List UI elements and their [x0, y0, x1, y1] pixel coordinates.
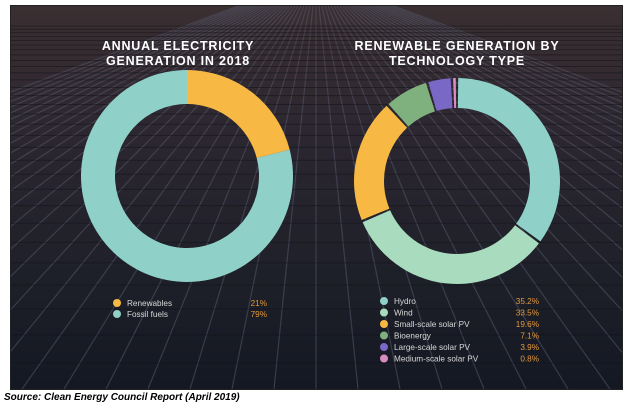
- panel-row-line: [357, 6, 622, 192]
- panel-row-line: [11, 6, 275, 192]
- legend-label-bioenergy: Bioenergy: [394, 332, 432, 341]
- panel-row-line: [369, 6, 622, 145]
- slice-renewables: [187, 70, 290, 159]
- panel-row-line: [387, 6, 622, 103]
- legend-swatch-wind: [380, 308, 388, 317]
- panel-row-line: [105, 6, 302, 389]
- chart1-title-line1: ANNUAL ELECTRICITY: [102, 39, 254, 53]
- charts-canvas: ANNUAL ELECTRICITY GENERATION IN 2018 Re…: [81, 39, 560, 364]
- legend-value-wind: 33.5%: [516, 309, 539, 318]
- panel-row-line: [336, 6, 611, 389]
- legend-label-fossil-fuels: Fossil fuels: [127, 310, 168, 319]
- figure: ANNUAL ELECTRICITY GENERATION IN 2018 Re…: [10, 5, 623, 390]
- legend-label-medium-scale-solar-pv: Medium-scale solar PV: [394, 355, 479, 364]
- panel-row-line: [11, 6, 278, 208]
- chart2-title-line1: RENEWABLE GENERATION BY: [355, 39, 560, 53]
- panel-row-line: [11, 6, 281, 227]
- panel-row-line: [21, 6, 296, 389]
- panel-row-line: [11, 6, 266, 154]
- renewable-technology-chart: RENEWABLE GENERATION BY TECHNOLOGY TYPE …: [354, 39, 560, 364]
- panel-row-line: [348, 6, 622, 251]
- panel-row-line: [11, 6, 293, 352]
- panel-row-line: [11, 6, 248, 108]
- panel-row-line: [189, 6, 308, 389]
- legend-swatch-hydro: [380, 297, 388, 305]
- legend-swatch-bioenergy: [380, 331, 388, 340]
- panel-row-line: [11, 6, 254, 120]
- panel-row-line: [360, 6, 622, 178]
- chart2-title-line2: TECHNOLOGY TYPE: [389, 54, 525, 68]
- panel-row-line: [11, 6, 257, 127]
- panel-row-line: [11, 6, 272, 177]
- legend-value-small-scale-solar-pv: 19.6%: [516, 320, 539, 329]
- legend-value-fossil-fuels: 79%: [251, 310, 267, 319]
- solar-farm-background: [11, 6, 622, 389]
- legend-label-wind: Wind: [394, 309, 413, 318]
- panel-row-line: [390, 6, 622, 98]
- panel-row-line: [378, 6, 622, 121]
- slice-fossil-fuels: [81, 70, 294, 282]
- panel-row-line: [372, 6, 622, 136]
- panel-row-line: [375, 6, 622, 128]
- legend-label-small-scale-solar-pv: Small-scale solar PV: [394, 320, 470, 329]
- legend-value-large-scale-solar-pv: 3.9%: [520, 343, 539, 352]
- slice-wind: [362, 210, 539, 285]
- panel-row-line: [351, 6, 622, 228]
- legend-swatch-small-scale-solar-pv: [380, 320, 388, 328]
- panel-row-line: [363, 6, 622, 166]
- panel-row-line: [339, 6, 622, 354]
- chart2-legend: Hydro 35.2% Wind 33.5% Small-scale solar PV 1…: [380, 297, 539, 364]
- panel-row-line: [11, 6, 251, 114]
- panel-row-line: [11, 6, 242, 97]
- panel-row-line: [318, 6, 359, 389]
- legend-label-hydro: Hydro: [394, 297, 416, 306]
- chart2-donut: [354, 78, 560, 285]
- panel-row-line: [11, 6, 239, 93]
- panel-row-line: [11, 6, 284, 250]
- panel-row-line: [11, 6, 269, 165]
- electricity-generation-chart: ANNUAL ELECTRICITY GENERATION IN 2018 Re…: [81, 39, 294, 319]
- legend-swatch-medium-scale-solar-pv: [380, 354, 388, 363]
- chart1-donut: [81, 70, 294, 282]
- chart1-title-line2: GENERATION IN 2018: [106, 54, 250, 68]
- panel-row-line: [147, 6, 305, 389]
- chart1-legend: Renewables 21% Fossil fuels 79%: [113, 299, 267, 319]
- panel-row-line: [327, 6, 485, 389]
- slice-hydro: [457, 78, 560, 242]
- panel-row-line: [11, 6, 260, 135]
- panel-row-line: [63, 6, 299, 389]
- legend-swatch-large-scale-solar-pv: [380, 343, 388, 351]
- slice-small-scale-solar-pv: [354, 105, 408, 220]
- legend-value-hydro: 35.2%: [516, 297, 539, 306]
- legend-label-large-scale-solar-pv: Large-scale solar PV: [394, 343, 471, 352]
- panel-row-line: [354, 6, 622, 209]
- legend-swatch-renewables: [113, 299, 121, 307]
- panel-row-line: [393, 6, 622, 93]
- legend-value-renewables: 21%: [251, 299, 267, 308]
- source-caption: Source: Clean Energy Council Report (Apr…: [4, 392, 240, 403]
- slice-bioenergy: [388, 82, 435, 127]
- legend-value-medium-scale-solar-pv: 0.8%: [520, 355, 539, 364]
- panel-row-line: [333, 6, 569, 389]
- slice-large-scale-solar-pv: [428, 78, 453, 111]
- panel-row-line: [273, 6, 314, 389]
- panel-row-line: [11, 6, 245, 102]
- legend-swatch-fossil-fuels: [113, 310, 121, 318]
- panel-row-line: [330, 6, 527, 389]
- panel-row-line: [11, 6, 263, 144]
- legend-label-renewables: Renewables: [127, 299, 172, 308]
- panel-row-line: [384, 6, 622, 108]
- legend-value-bioenergy: 7.1%: [520, 332, 539, 341]
- panel-row-line: [381, 6, 622, 114]
- slice-medium-scale-solar-pv: [453, 78, 457, 109]
- panel-row-line: [366, 6, 622, 155]
- panel-row-line: [342, 6, 622, 312]
